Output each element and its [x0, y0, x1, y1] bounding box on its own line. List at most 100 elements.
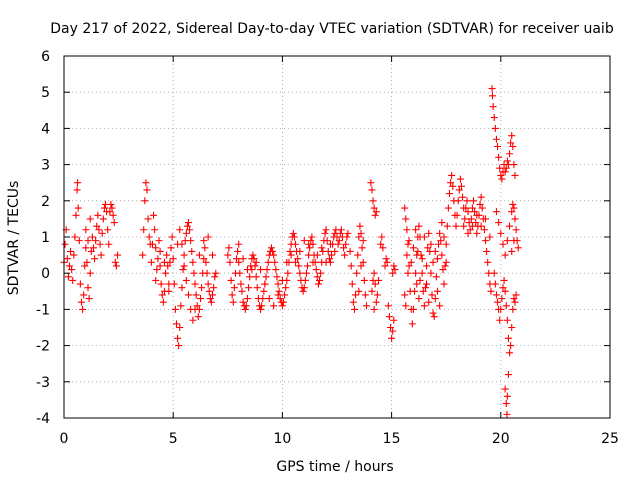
data-point — [306, 244, 314, 252]
data-point — [412, 226, 420, 234]
data-point — [176, 324, 184, 331]
data-point — [144, 215, 152, 223]
data-point — [236, 269, 244, 277]
y-tick-labels: -4 -3 -2 -1 0 1 2 3 4 5 6 — [36, 49, 50, 427]
data-point — [141, 197, 149, 205]
data-point — [423, 280, 431, 288]
data-point — [265, 295, 273, 303]
data-point — [84, 284, 92, 292]
data-point — [75, 237, 83, 245]
data-point — [278, 276, 286, 284]
data-point — [82, 226, 90, 234]
data-point — [272, 266, 280, 274]
data-point — [186, 226, 194, 234]
data-point — [96, 240, 104, 248]
data-point — [86, 269, 94, 277]
data-point — [465, 219, 473, 227]
data-point — [508, 132, 516, 140]
data-point — [84, 237, 92, 245]
data-point — [401, 291, 409, 299]
data-point — [359, 237, 367, 245]
data-point — [158, 291, 166, 299]
data-point — [110, 219, 118, 227]
data-point — [447, 179, 455, 187]
data-point — [97, 251, 105, 259]
data-point — [405, 237, 413, 245]
data-point — [506, 222, 514, 230]
data-point — [180, 251, 188, 259]
data-point — [281, 291, 289, 299]
data-point — [368, 186, 376, 194]
data-point — [301, 276, 309, 284]
data-point — [112, 262, 120, 270]
data-point — [212, 269, 220, 277]
data-point — [352, 291, 360, 299]
data-point — [402, 215, 410, 223]
data-point — [162, 269, 170, 277]
data-point — [501, 287, 509, 295]
data-point — [429, 309, 437, 317]
data-point — [205, 287, 213, 295]
data-point — [414, 247, 422, 255]
data-point — [453, 211, 461, 219]
data-point — [388, 334, 396, 342]
data-point — [416, 276, 424, 284]
data-point — [274, 291, 282, 299]
data-point — [203, 269, 211, 277]
data-point — [304, 262, 312, 270]
data-point — [74, 179, 82, 187]
data-point — [63, 255, 71, 263]
data-point — [294, 255, 302, 263]
data-point — [507, 139, 515, 147]
data-point — [370, 204, 378, 212]
data-point — [79, 305, 87, 313]
data-point — [421, 284, 429, 292]
y-tick-label: -4 — [36, 411, 50, 427]
data-point — [445, 190, 453, 198]
x-tick-label: 10 — [273, 431, 291, 447]
data-point — [192, 291, 200, 299]
data-point — [142, 179, 150, 187]
data-point — [139, 251, 147, 259]
data-point — [425, 229, 433, 237]
data-point — [432, 273, 440, 281]
data-point — [501, 168, 509, 176]
x-tick-labels: 0 5 10 15 20 25 — [60, 431, 619, 447]
data-point — [331, 247, 339, 255]
data-point — [67, 247, 75, 255]
data-point — [463, 197, 471, 205]
data-point — [323, 237, 331, 245]
data-point — [253, 284, 261, 292]
data-point — [154, 255, 162, 263]
data-point — [337, 226, 345, 234]
data-point — [302, 269, 310, 277]
data-point — [498, 295, 506, 303]
data-point — [157, 280, 165, 288]
data-point — [194, 313, 202, 321]
data-point — [191, 280, 199, 288]
data-point — [183, 222, 191, 230]
data-point — [436, 302, 444, 310]
data-point — [155, 237, 163, 245]
data-point — [461, 215, 469, 223]
data-point — [456, 175, 464, 183]
data-point — [226, 258, 234, 266]
data-point — [180, 262, 188, 270]
data-point — [462, 204, 470, 212]
data-point — [401, 204, 409, 212]
data-point — [312, 266, 320, 274]
data-point — [504, 334, 512, 342]
data-point — [381, 262, 389, 270]
data-point — [359, 258, 367, 266]
data-point — [106, 208, 114, 216]
data-point — [455, 186, 463, 194]
data-point — [370, 305, 378, 313]
data-point — [200, 255, 208, 263]
data-point — [415, 295, 423, 303]
data-point — [99, 215, 107, 223]
chart-title: Day 217 of 2022, Sidereal Day-to-day VTE… — [50, 21, 614, 37]
data-point — [457, 182, 465, 190]
data-point — [80, 291, 88, 299]
data-point — [512, 226, 520, 234]
data-point — [438, 219, 446, 227]
